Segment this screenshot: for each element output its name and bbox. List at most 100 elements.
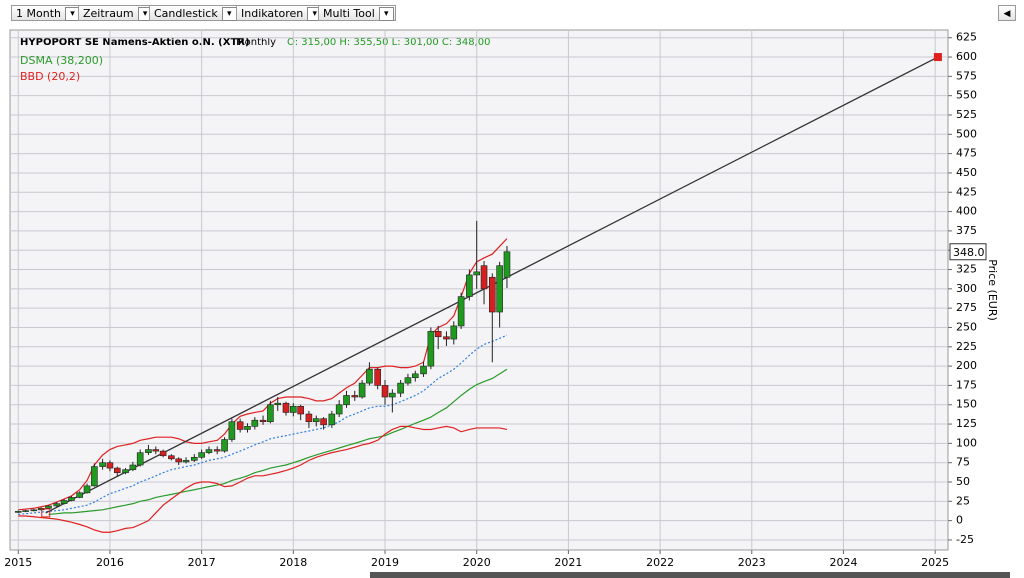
candle-body — [297, 405, 304, 415]
candle-body — [434, 331, 442, 338]
candle-body — [274, 402, 282, 406]
y-tick-label: 525 — [956, 108, 977, 121]
candle-body — [205, 449, 213, 453]
candle-body — [106, 462, 114, 469]
candle-body — [267, 404, 274, 423]
candle-body — [60, 500, 68, 504]
candle-body — [351, 395, 359, 398]
y-tick-label: 200 — [956, 359, 977, 372]
indicator-line — [18, 334, 508, 516]
indicator-button[interactable]: Indikatoren — [236, 5, 325, 21]
candle-body — [457, 296, 465, 327]
chart-subtitle: Monthly — [236, 37, 276, 48]
candle-body — [404, 377, 412, 384]
y-tick-label: 125 — [956, 417, 977, 430]
candle-body — [503, 251, 511, 278]
candle-body — [198, 452, 205, 458]
x-tick-label: 2020 — [463, 556, 491, 569]
candle-body — [335, 404, 343, 415]
x-tick-label: 2016 — [96, 556, 124, 569]
x-tick-label: 2018 — [279, 556, 307, 569]
candle-body — [282, 402, 290, 413]
candle-body — [122, 469, 129, 474]
y-tick-label: 100 — [956, 436, 977, 449]
candle-body — [236, 421, 244, 430]
candle-body — [290, 405, 297, 413]
candle-body — [358, 382, 366, 398]
candle-body — [443, 336, 450, 340]
indicator-legend: BBD (20,2) — [20, 70, 80, 83]
y-tick-label: -25 — [956, 533, 974, 546]
x-tick-label: 2022 — [646, 556, 674, 569]
candle-body — [366, 368, 373, 384]
candle-body — [168, 455, 175, 460]
candle-body — [427, 331, 435, 367]
indicator-line — [18, 238, 508, 511]
candle-body — [221, 439, 228, 452]
y-tick-label: 300 — [956, 282, 977, 295]
candle-body — [480, 265, 488, 290]
y-tick-label: 275 — [956, 301, 977, 314]
chart-title: HYPOPORT SE Namens-Aktien o.N. (XTR) — [20, 37, 250, 48]
candle-body — [397, 382, 404, 394]
candle-body — [488, 276, 496, 313]
y-tick-label: 575 — [956, 69, 977, 82]
x-tick-label: 2015 — [4, 556, 32, 569]
y-tick-label: 75 — [956, 456, 970, 469]
scrollbar[interactable] — [370, 572, 1010, 578]
x-tick-label: 2021 — [554, 556, 582, 569]
y-tick-label: 500 — [956, 127, 977, 140]
x-tick-label: 2024 — [829, 556, 857, 569]
candle-body — [68, 497, 75, 501]
candle-body — [91, 466, 98, 487]
candle-body — [136, 452, 144, 466]
candle-body — [259, 419, 267, 423]
candle-body — [374, 368, 381, 386]
candle-body — [244, 426, 251, 430]
y-tick-label: 600 — [956, 50, 977, 63]
y-tick-label: 450 — [956, 166, 977, 179]
candle-body — [228, 421, 236, 440]
x-tick-label: 2019 — [371, 556, 399, 569]
candle-body — [45, 505, 52, 509]
indicator-legend: DSMA (38,200) — [20, 54, 103, 67]
y-tick-label: 400 — [956, 205, 977, 218]
y-tick-label: 0 — [956, 514, 963, 527]
y-tick-label: 250 — [956, 320, 977, 333]
candle-body — [343, 395, 350, 406]
y-tick-label: 325 — [956, 263, 977, 276]
x-tick-label: 2025 — [921, 556, 949, 569]
y-tick-label: 175 — [956, 378, 977, 391]
candle-body — [145, 449, 152, 453]
candle-body — [22, 510, 29, 512]
candle-body — [76, 492, 83, 498]
last-price-box — [949, 243, 987, 261]
candle-body — [14, 511, 22, 513]
candle-body — [381, 385, 389, 398]
x-tick-label: 2023 — [738, 556, 766, 569]
candle-body — [389, 392, 396, 398]
y-tick-label: 375 — [956, 224, 977, 237]
candle-body — [83, 485, 91, 494]
trendline-handle — [41, 508, 51, 518]
last-price-label: 348.0 — [953, 246, 985, 259]
candle-body — [251, 419, 259, 427]
candle-body — [312, 418, 320, 423]
candle-body — [496, 265, 503, 313]
type-button[interactable]: Candlestick — [149, 5, 239, 21]
y-axis-label: Price (EUR) — [986, 259, 999, 321]
plot — [10, 30, 948, 550]
y-tick-label: 550 — [956, 89, 977, 102]
ohlc-text: O: 315,00 H: 355,50 L: 301,00 C: 348,00 — [287, 37, 490, 48]
candle-body — [420, 365, 427, 375]
candle-body — [190, 456, 198, 461]
candle-body — [213, 449, 221, 452]
y-tick-label: 150 — [956, 398, 977, 411]
trendline-handle — [933, 53, 942, 62]
candle-body — [182, 460, 190, 463]
candle-body — [99, 462, 106, 467]
collapse-button[interactable]: ◀ — [998, 5, 1016, 21]
tool-button[interactable]: Multi Tool — [318, 5, 396, 21]
candle-body — [152, 449, 160, 452]
